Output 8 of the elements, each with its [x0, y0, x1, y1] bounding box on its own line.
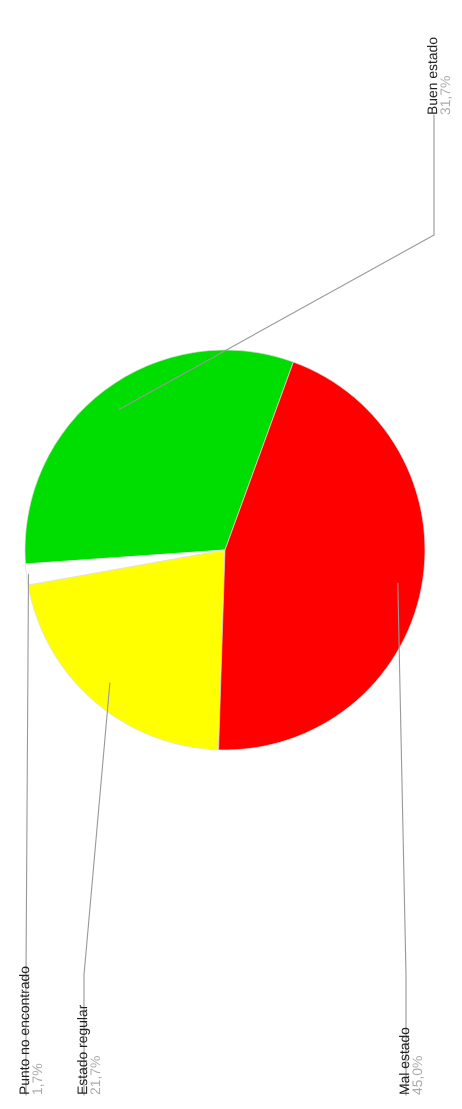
data-label: 21,7% — [90, 1056, 102, 1095]
slice-label: Mal estado — [399, 1027, 410, 1094]
slice-label: Buen estado — [427, 37, 438, 114]
slice-label: Estado regular — [77, 1004, 90, 1094]
data-label: 45,0% — [412, 1056, 424, 1095]
data-label: 31,7% — [440, 76, 452, 115]
slice-label: Punto no encontrado — [19, 966, 30, 1094]
data-label: 1,7% — [32, 1063, 44, 1094]
